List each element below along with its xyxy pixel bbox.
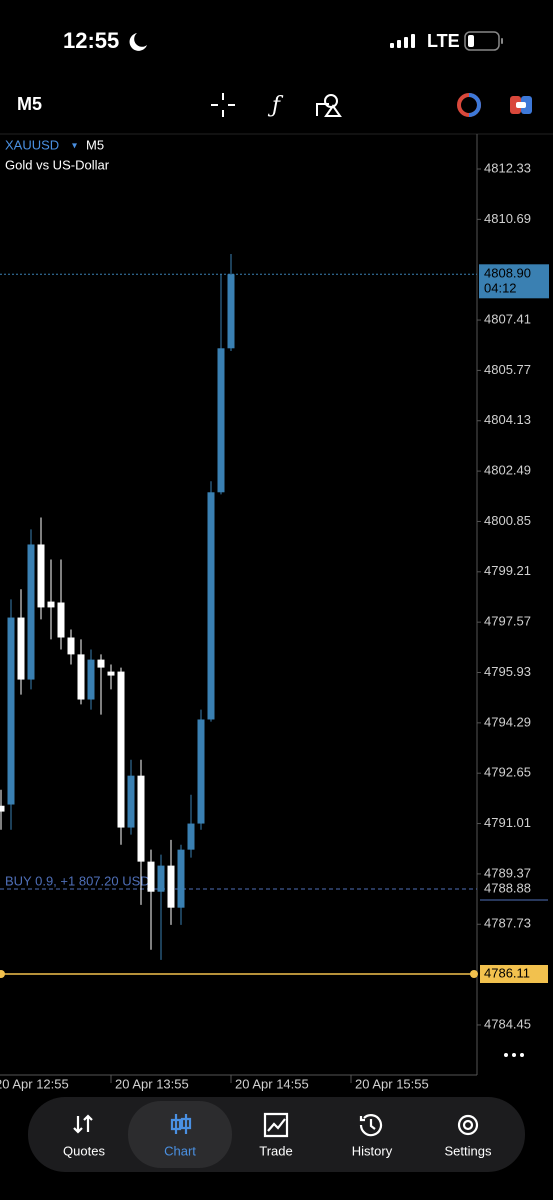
y-tick-label: 4789.37 — [484, 865, 531, 880]
symbol-dropdown[interactable]: ▾ — [72, 141, 77, 152]
y-tick-label: 4799.21 — [484, 563, 531, 578]
plot: 4812.33 4810.69 4807.41 4805.77 4804.13 4802.… — [0, 160, 549, 1091]
candle-body — [7, 617, 15, 805]
candle-body — [87, 659, 95, 700]
indicators-button[interactable]: ƒ — [267, 93, 284, 118]
tab-label[interactable]: Settings — [445, 1143, 492, 1158]
moon-icon — [129, 33, 147, 51]
candle-body — [107, 671, 115, 676]
candle-body — [77, 654, 85, 700]
bar-timer: 04:12 — [484, 281, 517, 296]
tab-label[interactable]: Trade — [259, 1143, 292, 1158]
alert-handle[interactable] — [470, 969, 478, 978]
y-tick-label: 4800.85 — [484, 513, 531, 528]
x-tick-label: 20 Apr 13:55 — [115, 1076, 189, 1091]
position-text: BUY 0.9, +1 807.20 USD — [5, 873, 150, 888]
tab-icon[interactable] — [170, 1114, 192, 1134]
candle-body — [47, 601, 55, 608]
candle-body — [0, 805, 5, 812]
x-tick-label: 20 Apr 14:55 — [235, 1076, 309, 1091]
candle-body — [117, 671, 125, 828]
alert-label: 4786.11 — [484, 965, 530, 980]
battery-icon — [464, 31, 503, 51]
candle-body — [167, 865, 175, 908]
candle-body — [157, 865, 165, 892]
y-tick-label: 4804.13 — [484, 412, 531, 427]
one-click-button[interactable] — [510, 96, 532, 114]
objects-button[interactable] — [316, 94, 342, 117]
y-tick-label: 4787.73 — [484, 916, 531, 931]
chart-timeframe: M5 — [86, 137, 104, 152]
candle-body — [137, 775, 145, 862]
active-tab-pill — [128, 1101, 232, 1168]
clock: 12:55 — [63, 28, 119, 53]
candle-body — [67, 637, 75, 655]
y-tick-label: 4784.45 — [484, 1016, 531, 1031]
tab-items: Quotes Chart Trade History Settings — [63, 1101, 492, 1168]
y-tick-label: 4810.69 — [484, 211, 531, 226]
timeframe-button[interactable]: M5 — [17, 94, 42, 114]
tab-icon[interactable] — [73, 1114, 93, 1134]
tab-label[interactable]: Quotes — [63, 1143, 105, 1158]
position-price-label: 4788.88 — [484, 880, 531, 895]
candle-body — [17, 617, 25, 680]
candle-body — [197, 719, 205, 824]
candle-body — [227, 274, 235, 349]
candle-body — [187, 823, 195, 850]
tab-label[interactable]: Chart — [164, 1143, 196, 1158]
candle-body — [97, 659, 105, 668]
crosshair-button[interactable] — [211, 93, 235, 117]
tab-icon[interactable] — [359, 1114, 383, 1137]
alert-handle[interactable] — [0, 969, 5, 978]
symbol-description: Gold vs US-Dollar — [5, 157, 110, 172]
bid-label: 4808.90 — [484, 266, 531, 281]
symbol-label[interactable]: XAUUSD — [5, 137, 59, 152]
y-tick-label: 4812.33 — [484, 160, 531, 175]
tab-label[interactable]: History — [352, 1143, 393, 1158]
x-tick-label: 20 Apr 15:55 — [355, 1076, 429, 1091]
y-tick-label: 4805.77 — [484, 362, 531, 377]
candle-body — [127, 775, 135, 828]
candle-body — [37, 544, 45, 608]
tab-icon[interactable] — [457, 1114, 479, 1136]
more-button[interactable] — [504, 1053, 524, 1057]
candle-body — [147, 861, 155, 892]
candle-body — [27, 544, 35, 680]
y-tick-label: 4797.57 — [484, 614, 531, 629]
bid-label-box — [479, 264, 549, 299]
tab-bar — [28, 1097, 525, 1172]
y-tick-label: 4792.65 — [484, 765, 531, 780]
candle-body — [217, 348, 225, 493]
signal-icon — [390, 34, 415, 48]
y-tick-label: 4791.01 — [484, 815, 531, 830]
tab-icon[interactable] — [263, 1112, 289, 1138]
trade-signal-button[interactable] — [457, 93, 481, 117]
y-tick-label: 4802.49 — [484, 463, 531, 478]
network-label: LTE — [427, 31, 460, 51]
candle-body — [57, 602, 65, 638]
candle-body — [207, 492, 215, 720]
candle-body — [177, 849, 185, 908]
y-tick-label: 4807.41 — [484, 311, 531, 326]
y-tick-label: 4795.93 — [484, 664, 531, 679]
y-tick-label: 4794.29 — [484, 714, 531, 729]
x-tick-label: 20 Apr 12:55 — [0, 1076, 69, 1091]
alert-label-box — [480, 964, 548, 983]
